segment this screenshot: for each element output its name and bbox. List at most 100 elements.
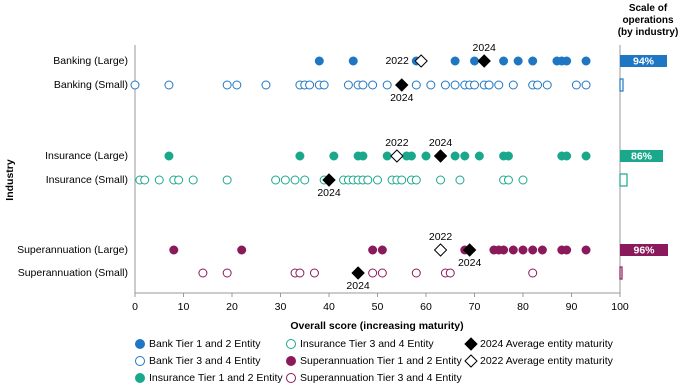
x-tick-label: 20 xyxy=(226,301,238,313)
dot-marker xyxy=(237,245,247,255)
dot-marker xyxy=(169,245,179,255)
dot-marker xyxy=(411,268,421,278)
dot-marker xyxy=(130,80,140,90)
legend-label: Bank Tier 3 and 4 Entity xyxy=(149,355,261,367)
legend-marker xyxy=(464,337,478,351)
legend-label: Insurance Tier 1 and 2 Entity xyxy=(149,372,283,384)
legend-label: Bank Tier 1 and 2 Entity xyxy=(149,338,261,350)
dot-marker xyxy=(164,151,174,161)
dot-marker xyxy=(377,245,387,255)
category-label: Banking (Small) xyxy=(54,79,128,91)
legend-label: Superannuation Tier 1 and 2 Entity xyxy=(300,355,462,367)
dot-marker xyxy=(363,175,373,185)
dot-marker xyxy=(290,175,300,185)
dot-marker xyxy=(470,56,479,66)
point-label: 2022 xyxy=(385,55,409,67)
dot-marker xyxy=(450,56,460,66)
category-label: Banking (Large) xyxy=(53,55,128,67)
legend-label: 2024 Average entity maturity xyxy=(480,338,614,350)
diamond-marker xyxy=(433,149,448,163)
dot-marker xyxy=(411,175,421,185)
dot-marker xyxy=(140,175,150,185)
dot-marker xyxy=(518,175,528,185)
legend-label: Insurance Tier 3 and 4 Entity xyxy=(300,338,434,350)
x-tick-label: 30 xyxy=(275,301,287,313)
dot-marker xyxy=(542,80,552,90)
dot-marker xyxy=(484,80,494,90)
dot-marker xyxy=(319,80,329,90)
dot-marker xyxy=(581,56,591,66)
category-label: Insurance (Small) xyxy=(46,174,128,186)
dot-marker xyxy=(368,245,378,255)
diamond-marker xyxy=(390,149,404,163)
category-label: Superannuation (Large) xyxy=(17,244,128,256)
dot-marker xyxy=(528,56,538,66)
dot-marker xyxy=(295,268,305,278)
dot-marker xyxy=(222,80,232,90)
dot-marker xyxy=(562,151,572,161)
dot-marker xyxy=(358,80,368,90)
dot-marker xyxy=(174,175,184,185)
dot-marker xyxy=(440,80,450,90)
dot-marker xyxy=(562,245,572,255)
legend-marker xyxy=(135,356,145,366)
point-label: 2022 xyxy=(429,231,453,243)
diamond-marker xyxy=(395,78,409,92)
scale-title: Scale of operations (by industry) xyxy=(617,3,679,38)
scale-bar xyxy=(620,244,668,256)
dot-marker xyxy=(343,80,353,90)
diamond-marker xyxy=(322,173,336,187)
x-tick-label: 40 xyxy=(323,301,335,313)
dot-marker xyxy=(222,175,232,185)
dot-marker xyxy=(503,175,513,185)
dot-marker xyxy=(494,80,504,90)
x-tick-label: 60 xyxy=(420,301,432,313)
scale-bar xyxy=(619,266,623,280)
dot-marker xyxy=(470,80,479,90)
dot-marker xyxy=(499,56,509,66)
scale-bar-label: 94% xyxy=(633,55,655,67)
dot-marker xyxy=(261,80,271,90)
scale-bar xyxy=(620,55,667,67)
point-label: 2022 xyxy=(385,137,409,149)
scale-bar xyxy=(619,78,624,92)
dot-marker xyxy=(309,268,319,278)
dot-marker xyxy=(499,245,509,255)
dot-marker xyxy=(513,56,523,66)
scale-bar-label: 96% xyxy=(633,244,655,256)
dot-marker xyxy=(295,151,305,161)
dot-marker xyxy=(445,268,455,278)
dot-marker xyxy=(562,56,572,66)
dot-marker xyxy=(358,151,368,161)
dot-marker xyxy=(460,151,470,161)
legend-marker xyxy=(286,356,296,366)
legend-label: 2022 Average entity maturity xyxy=(480,355,614,367)
point-label: 2024 xyxy=(458,257,482,269)
point-label: 2024 xyxy=(473,42,497,54)
scale-bar-label: 86% xyxy=(631,150,653,162)
dot-marker xyxy=(528,268,538,278)
dot-marker xyxy=(397,175,407,185)
legend-marker xyxy=(286,373,296,383)
dot-marker xyxy=(271,175,281,185)
dot-marker xyxy=(581,151,591,161)
dot-marker xyxy=(368,268,378,278)
dot-marker xyxy=(188,175,198,185)
dot-marker xyxy=(455,175,465,185)
legend-marker xyxy=(135,373,145,383)
dot-marker xyxy=(581,80,591,90)
diamond-marker xyxy=(433,243,448,257)
dot-marker xyxy=(450,80,460,90)
x-tick-label: 90 xyxy=(566,301,578,313)
dot-marker xyxy=(300,175,310,185)
diamond-marker xyxy=(414,54,428,68)
legend-marker xyxy=(286,339,296,349)
dot-marker xyxy=(348,56,358,66)
category-label: Insurance (Large) xyxy=(45,150,128,162)
x-tick-label: 70 xyxy=(469,301,481,313)
dot-marker xyxy=(518,245,528,255)
dot-marker xyxy=(154,175,164,185)
y-axis-title: Industry xyxy=(4,159,16,201)
diamond-marker xyxy=(462,243,477,257)
